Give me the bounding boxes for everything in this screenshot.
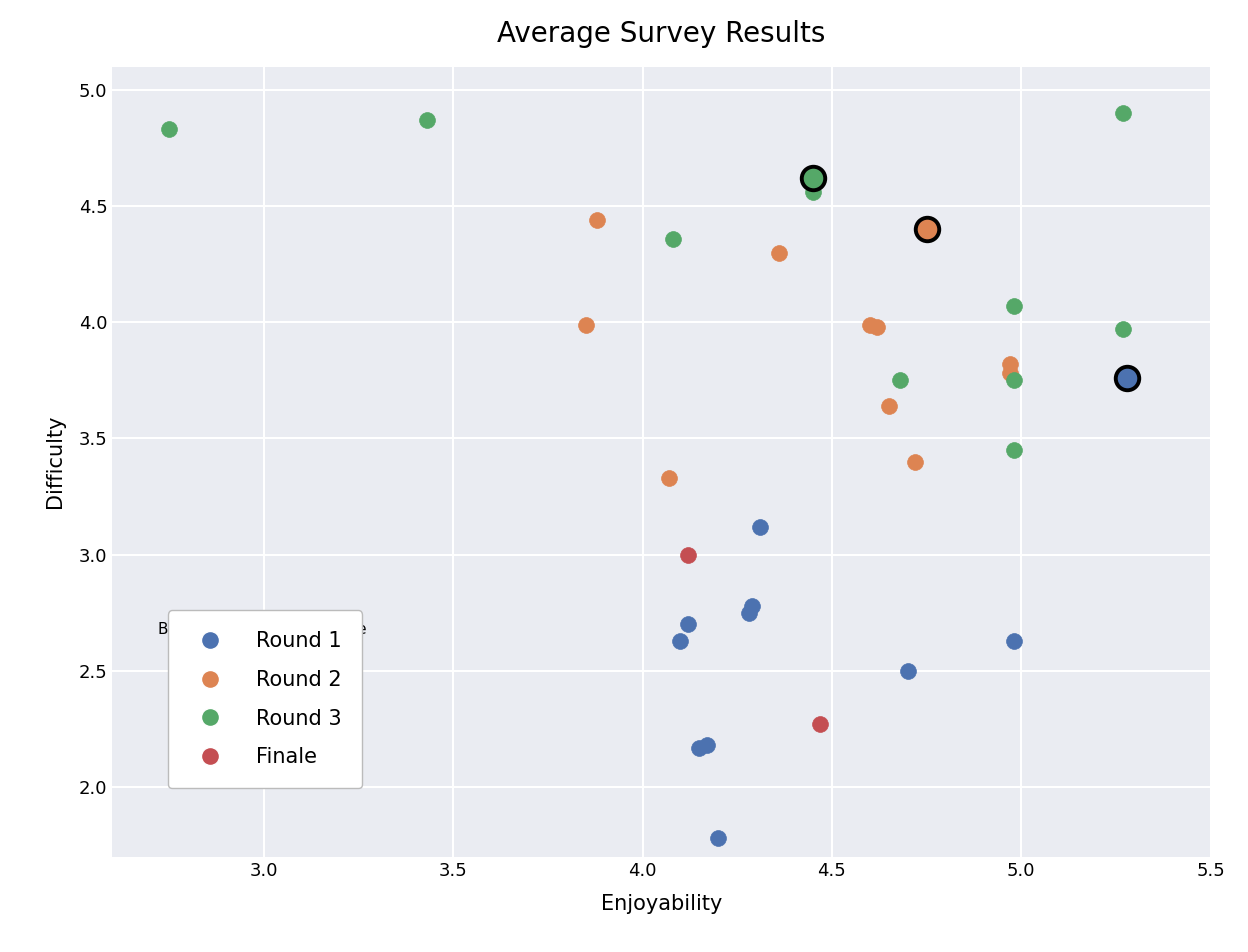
- Point: [1113, 106, 1133, 121]
- Point: [750, 519, 770, 534]
- Point: [769, 245, 789, 260]
- Point: [1117, 375, 1137, 390]
- Point: [860, 317, 880, 332]
- Point: [689, 740, 709, 755]
- Point: [1003, 298, 1023, 313]
- Point: [709, 830, 729, 845]
- Text: Black border = metapuzzle: Black border = metapuzzle: [157, 622, 367, 637]
- Point: [739, 605, 759, 621]
- Point: [802, 185, 822, 200]
- Point: [905, 454, 925, 469]
- Point: [916, 222, 936, 237]
- Point: [1003, 373, 1023, 388]
- Point: [810, 717, 830, 732]
- Point: [897, 664, 917, 679]
- Point: [1003, 633, 1023, 648]
- Point: [587, 212, 607, 228]
- Point: [867, 319, 887, 334]
- Y-axis label: Difficulty: Difficulty: [45, 415, 65, 508]
- Point: [417, 112, 437, 128]
- Point: [802, 170, 822, 186]
- Point: [696, 738, 716, 753]
- Point: [575, 317, 595, 332]
- Point: [659, 470, 679, 486]
- Point: [1003, 443, 1023, 458]
- Point: [1000, 366, 1020, 381]
- Point: [1117, 370, 1137, 386]
- Point: [160, 122, 180, 137]
- Point: [678, 617, 698, 632]
- Point: [890, 373, 910, 388]
- X-axis label: Enjoyability: Enjoyability: [600, 894, 723, 914]
- Point: [743, 598, 763, 613]
- Point: [879, 398, 899, 413]
- Point: [678, 547, 698, 563]
- Legend: Round 1, Round 2, Round 3, Finale: Round 1, Round 2, Round 3, Finale: [168, 610, 362, 788]
- Point: [1113, 322, 1133, 337]
- Point: [670, 633, 690, 648]
- Point: [663, 231, 683, 247]
- Title: Average Survey Results: Average Survey Results: [497, 20, 826, 48]
- Point: [1000, 356, 1020, 371]
